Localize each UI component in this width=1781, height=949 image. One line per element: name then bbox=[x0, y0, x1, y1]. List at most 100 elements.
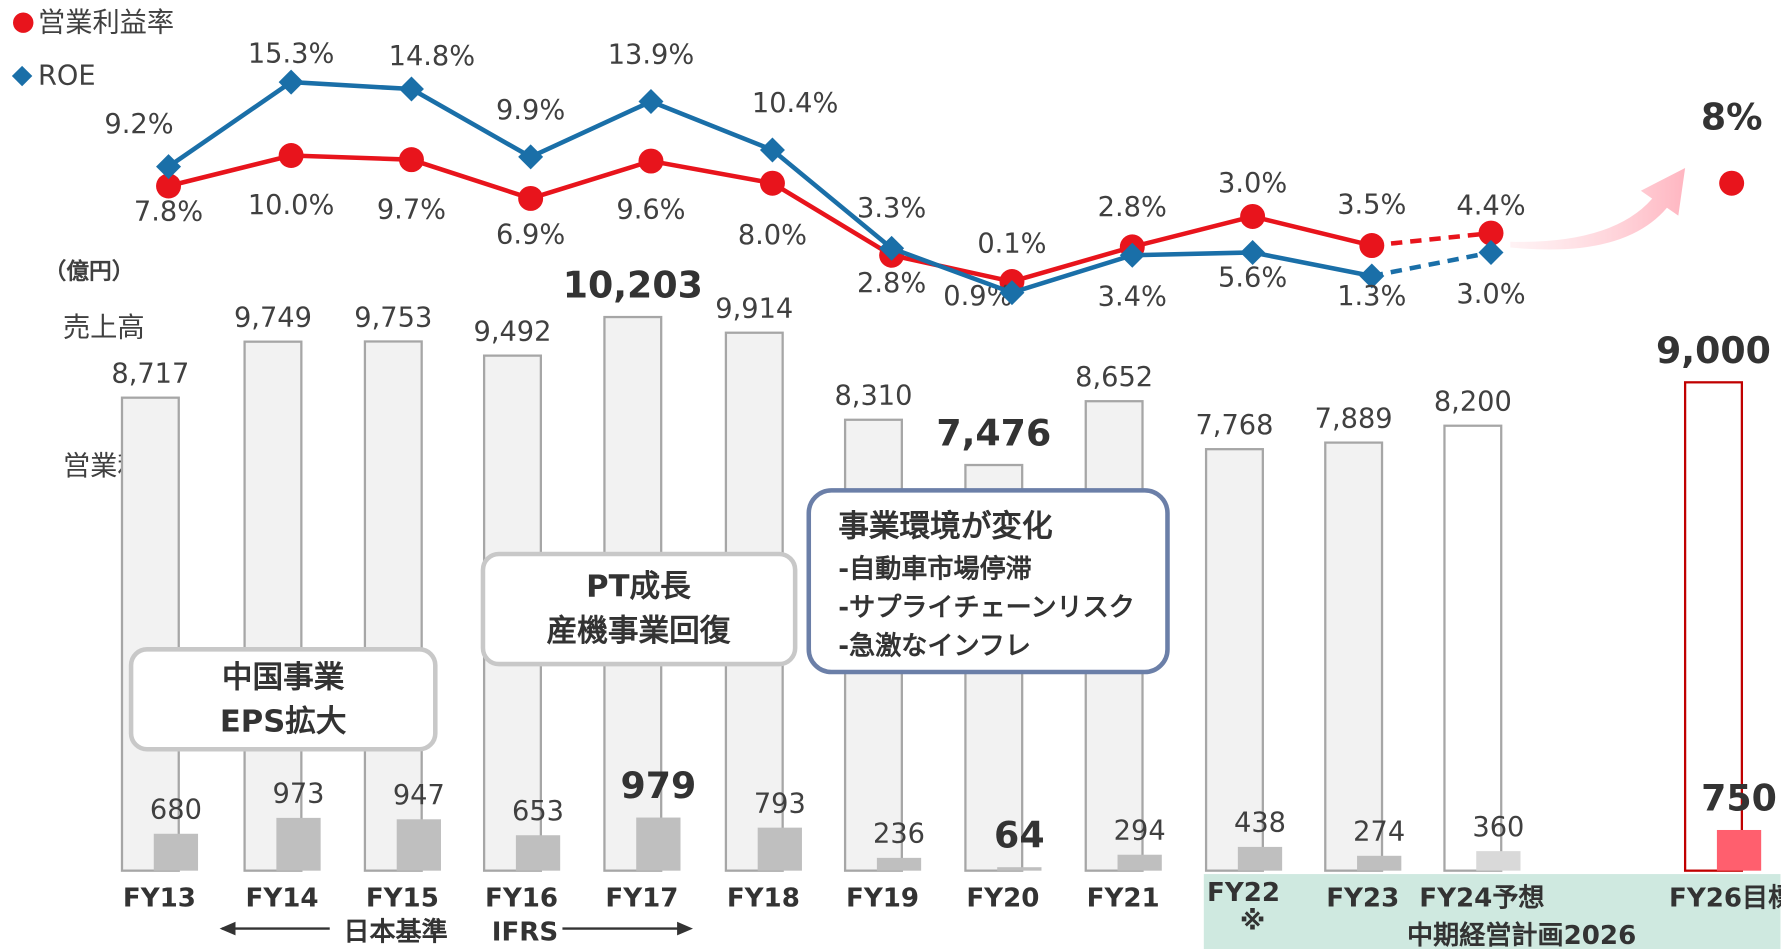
bar bbox=[876, 857, 922, 871]
value-label: 9.9% bbox=[496, 95, 565, 126]
callout-text: EPS拡大 bbox=[220, 705, 347, 740]
value-label: 6.9% bbox=[496, 219, 565, 250]
callout-text: 中国事業 bbox=[222, 660, 345, 695]
value-label: 64 bbox=[994, 814, 1045, 857]
value-label: 7,768 bbox=[1195, 410, 1273, 441]
bar bbox=[1683, 381, 1744, 872]
value-label: 9,914 bbox=[715, 294, 793, 325]
point bbox=[278, 143, 304, 169]
point bbox=[638, 148, 664, 174]
value-label: 9.6% bbox=[616, 195, 685, 226]
value-label: 7,476 bbox=[936, 412, 1051, 455]
value-label: 10.4% bbox=[752, 88, 839, 119]
value-label: 3.3% bbox=[857, 193, 926, 224]
value-label: 5.6% bbox=[1218, 262, 1287, 293]
callout-text: PT成長 bbox=[586, 570, 691, 605]
value-label: 793 bbox=[754, 788, 806, 819]
x-tick-label: FY14 bbox=[246, 884, 319, 914]
bar bbox=[363, 340, 423, 872]
value-label: 9,753 bbox=[354, 302, 432, 333]
x-tick-label: FY21 bbox=[1087, 884, 1160, 914]
point bbox=[1719, 170, 1745, 196]
value-label: 15.3% bbox=[248, 38, 335, 69]
point bbox=[1478, 239, 1504, 265]
value-label: 236 bbox=[873, 819, 925, 850]
bar bbox=[1204, 448, 1264, 872]
x-tick-label: FY22 bbox=[1207, 878, 1280, 908]
line bbox=[1371, 250, 1492, 279]
value-label: 9,000 bbox=[1656, 329, 1771, 372]
value-label: 3.5% bbox=[1337, 189, 1406, 220]
value-label: 3.0% bbox=[1218, 168, 1287, 199]
x-tick-label: FY24予想 bbox=[1419, 884, 1544, 914]
x-tick-label: FY20 bbox=[966, 884, 1039, 914]
bar bbox=[1357, 855, 1402, 871]
point bbox=[638, 89, 664, 114]
value-label: 4.4% bbox=[1456, 190, 1525, 221]
x-tick-label: FY16 bbox=[485, 884, 558, 914]
value-label: 979 bbox=[620, 764, 696, 807]
value-label: 9,492 bbox=[474, 316, 552, 347]
x-tick-label: FY19 bbox=[846, 884, 919, 914]
value-label: 438 bbox=[1234, 808, 1286, 839]
legend-label: 営業利益率 bbox=[38, 7, 174, 38]
value-label: 2.8% bbox=[857, 268, 926, 299]
callout-text: -急激なインフレ bbox=[838, 631, 1031, 662]
value-label: 9.2% bbox=[104, 109, 173, 140]
point bbox=[879, 235, 905, 261]
bar bbox=[1237, 846, 1283, 871]
value-label: 274 bbox=[1353, 817, 1405, 848]
value-label: 9,749 bbox=[234, 302, 312, 333]
value-label: 3.4% bbox=[1098, 282, 1167, 313]
value-label: 8% bbox=[1701, 96, 1763, 139]
bar bbox=[757, 827, 802, 871]
value-label: 13.9% bbox=[608, 40, 695, 71]
bar bbox=[636, 817, 681, 871]
line bbox=[1371, 230, 1492, 248]
callout-box bbox=[480, 551, 798, 667]
bar bbox=[153, 833, 199, 871]
bar bbox=[396, 819, 441, 871]
point bbox=[1359, 233, 1385, 259]
callout-text: -自動車市場停滞 bbox=[838, 553, 1032, 584]
value-label: 8.0% bbox=[738, 220, 807, 251]
bar bbox=[1117, 854, 1162, 871]
bar bbox=[515, 835, 561, 871]
value-label: 3.0% bbox=[1456, 279, 1525, 310]
value-label: 7.8% bbox=[134, 197, 203, 228]
x-tick-label: FY18 bbox=[727, 884, 800, 914]
callout-box bbox=[128, 647, 438, 752]
value-label: 750 bbox=[1701, 776, 1777, 819]
bar bbox=[1324, 441, 1384, 872]
point bbox=[1240, 203, 1266, 229]
legend-marker bbox=[13, 12, 34, 33]
value-label: 947 bbox=[393, 780, 445, 811]
x-tick-label: FY26目標 bbox=[1669, 884, 1781, 914]
callout-text: 産機事業回復 bbox=[547, 614, 731, 649]
point bbox=[156, 154, 182, 180]
bar bbox=[120, 396, 180, 872]
series-label: 売上高 bbox=[63, 313, 145, 344]
x-tick-label: FY23 bbox=[1326, 884, 1399, 914]
point bbox=[1478, 220, 1504, 246]
plan-band bbox=[1203, 874, 1781, 949]
standard-label: 日本基準 bbox=[343, 917, 447, 948]
bar bbox=[1443, 424, 1503, 872]
value-label: 14.8% bbox=[389, 41, 476, 72]
x-tick-label: FY13 bbox=[123, 884, 196, 914]
value-label: 2.8% bbox=[1098, 192, 1167, 223]
value-label: 9.7% bbox=[377, 194, 446, 225]
value-label: 8,652 bbox=[1075, 362, 1153, 393]
point bbox=[398, 76, 424, 102]
value-label: 7,889 bbox=[1315, 403, 1393, 434]
x-tick-label: FY15 bbox=[366, 884, 439, 914]
value-label: 8,200 bbox=[1434, 387, 1512, 418]
group-label: 中期経営計画2026 bbox=[1407, 920, 1636, 949]
legend-label: ROE bbox=[38, 61, 96, 92]
callout-text: -サプライチェーンリスク bbox=[838, 593, 1135, 623]
target-arrow bbox=[1510, 168, 1686, 250]
bar bbox=[997, 867, 1042, 871]
value-label: 294 bbox=[1114, 816, 1166, 847]
point bbox=[518, 144, 544, 170]
